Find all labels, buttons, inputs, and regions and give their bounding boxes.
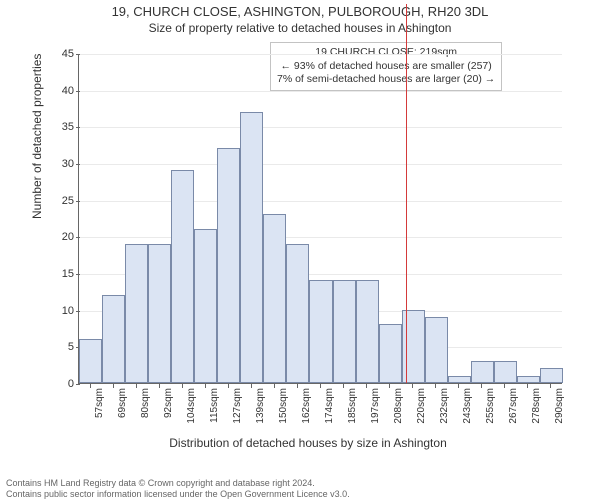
y-tick-label: 15 [48,268,74,280]
histogram-bar [356,280,379,383]
plot-wrap: Number of detached properties 0510152025… [48,54,568,424]
x-tick-label: 115sqm [209,388,220,423]
x-tick-mark [297,384,298,388]
x-tick-mark [113,384,114,388]
x-tick-mark [458,384,459,388]
x-tick-mark [366,384,367,388]
x-tick-mark [527,384,528,388]
page-subtitle: Size of property relative to detached ho… [0,21,600,35]
histogram-bar [402,310,425,383]
y-tick-label: 10 [48,305,74,317]
grid-line [79,127,562,128]
y-tick-mark [76,311,80,312]
x-tick-mark [90,384,91,388]
y-tick-mark [76,201,80,202]
x-tick-mark [274,384,275,388]
histogram-bar [79,339,102,383]
y-tick-label: 45 [48,48,74,60]
y-tick-label: 40 [48,85,74,97]
x-tick-label: 220sqm [416,388,427,424]
x-tick-mark [205,384,206,388]
x-tick-label: 150sqm [278,388,289,424]
x-tick-label: 57sqm [94,388,105,418]
y-tick-mark [76,274,80,275]
y-tick-mark [76,54,80,55]
x-tick-label: 127sqm [232,388,243,424]
histogram-bar [171,170,194,383]
histogram-bar [333,280,356,383]
histogram-bar [286,244,309,383]
x-tick-mark [251,384,252,388]
x-tick-mark [159,384,160,388]
histogram-bar [379,324,402,383]
y-tick-label: 25 [48,195,74,207]
histogram-bar [494,361,517,383]
histogram-bar [263,214,286,383]
x-tick-label: 139sqm [255,388,266,424]
histogram-bar [309,280,332,383]
reference-line [406,4,407,383]
grid-line [79,201,562,202]
histogram-bar [425,317,448,383]
x-tick-mark [435,384,436,388]
x-tick-label: 197sqm [370,388,381,424]
x-tick-mark [412,384,413,388]
y-tick-label: 20 [48,231,74,243]
x-tick-mark [320,384,321,388]
x-tick-label: 162sqm [301,388,312,424]
x-tick-mark [550,384,551,388]
y-tick-label: 30 [48,158,74,170]
grid-line [79,54,562,55]
histogram-bar [102,295,125,383]
footer-line-1: Contains HM Land Registry data © Crown c… [6,478,350,489]
x-tick-label: 80sqm [140,388,151,418]
histogram-bar [240,112,263,383]
x-tick-mark [182,384,183,388]
x-tick-label: 69sqm [117,388,128,418]
y-tick-label: 35 [48,121,74,133]
x-tick-mark [343,384,344,388]
x-tick-mark [481,384,482,388]
x-tick-label: 104sqm [186,388,197,424]
x-tick-mark [136,384,137,388]
histogram-bar [448,376,471,383]
x-tick-mark [504,384,505,388]
y-tick-label: 5 [48,341,74,353]
x-tick-mark [389,384,390,388]
x-tick-mark [228,384,229,388]
x-tick-label: 185sqm [347,388,358,424]
y-tick-label: 0 [48,378,74,390]
x-tick-label: 174sqm [324,388,335,424]
y-tick-mark [76,91,80,92]
histogram-bar [148,244,171,383]
footer-line-2: Contains public sector information licen… [6,489,350,500]
x-tick-label: 290sqm [554,388,565,424]
histogram-bar [217,148,240,383]
y-tick-mark [76,237,80,238]
x-tick-label: 267sqm [508,388,519,424]
x-axis-label: Distribution of detached houses by size … [48,436,568,450]
y-tick-mark [76,164,80,165]
page-title: 19, CHURCH CLOSE, ASHINGTON, PULBOROUGH,… [0,4,600,19]
x-tick-label: 92sqm [163,388,174,418]
y-tick-mark [76,384,80,385]
histogram-bar [125,244,148,383]
x-tick-label: 232sqm [439,388,450,424]
grid-line [79,237,562,238]
x-tick-label: 255sqm [485,388,496,424]
y-tick-mark [76,127,80,128]
plot-area [78,54,562,384]
x-tick-label: 278sqm [531,388,542,424]
x-tick-label: 208sqm [393,388,404,424]
grid-line [79,91,562,92]
y-axis-label: Number of detached properties [30,54,44,219]
histogram-bar [540,368,563,383]
grid-line [79,164,562,165]
histogram-bar [517,376,540,383]
histogram-bar [471,361,494,383]
histogram-bar [194,229,217,383]
x-tick-label: 243sqm [462,388,473,424]
footer-attribution: Contains HM Land Registry data © Crown c… [6,478,350,500]
